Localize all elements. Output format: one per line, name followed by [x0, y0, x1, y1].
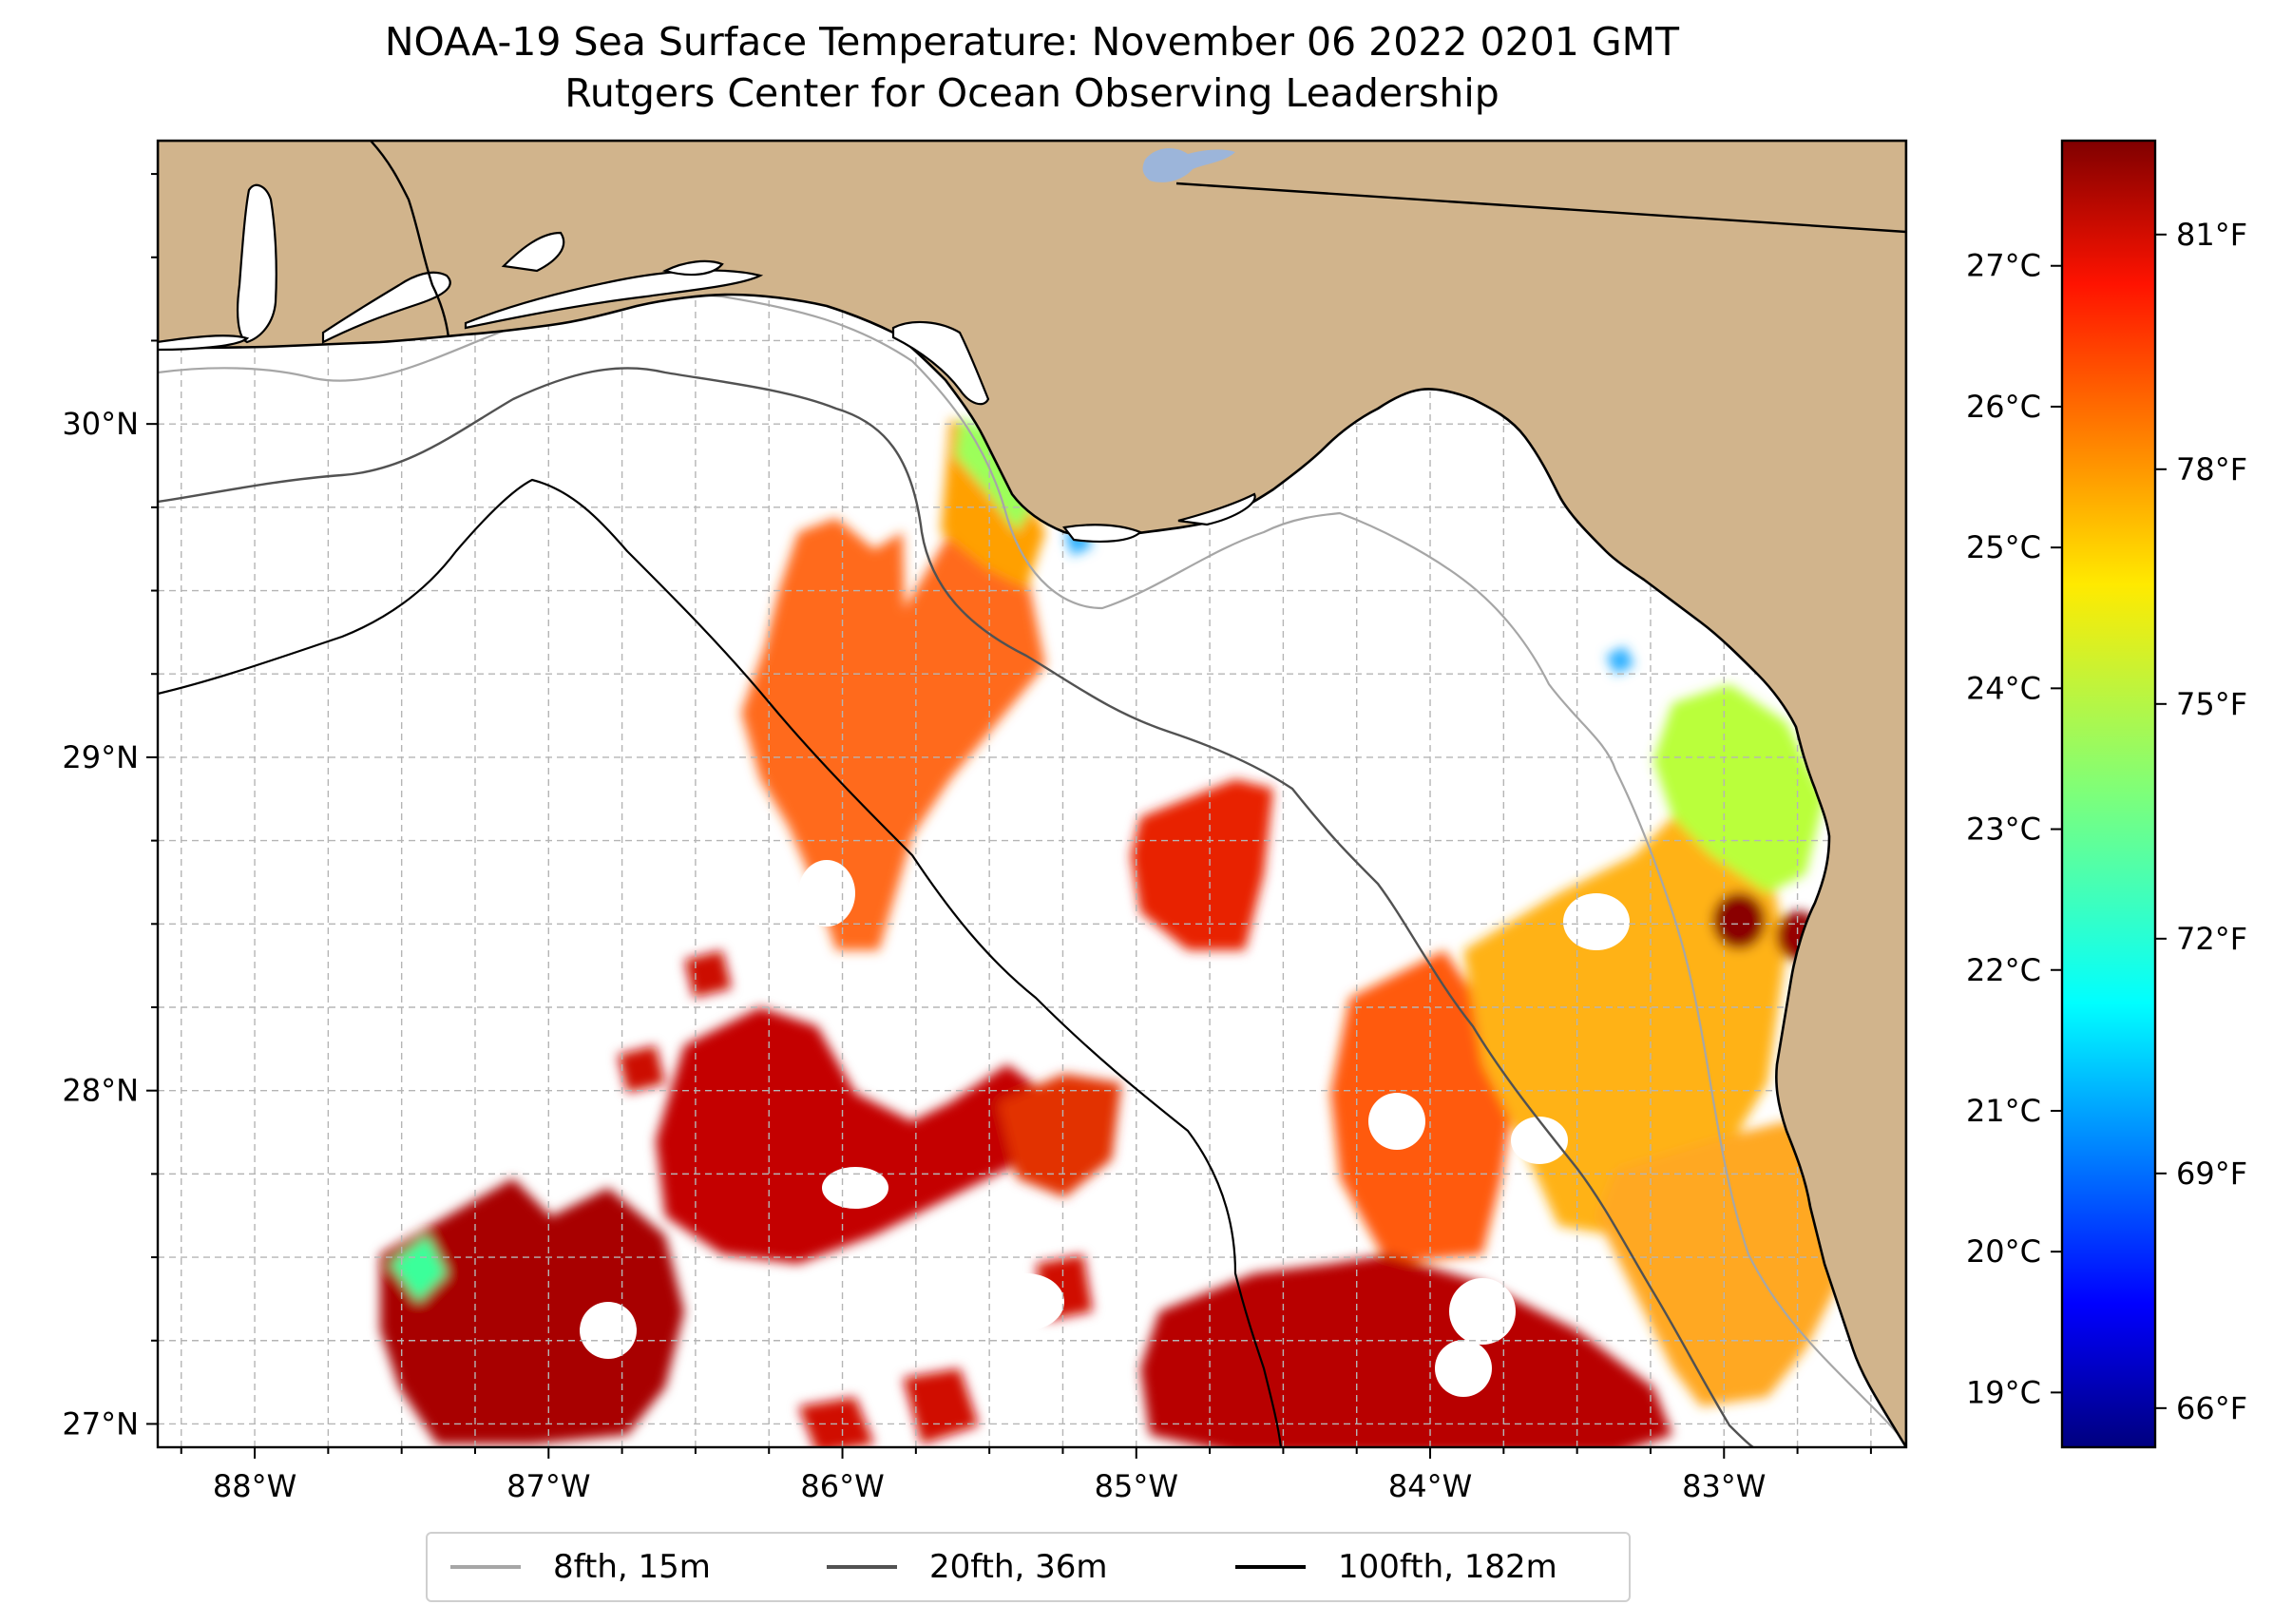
legend-swatch-8fth [450, 1565, 521, 1569]
legend-item-100fth: 100fth, 182m [1235, 1534, 1557, 1600]
isobath-20fth [158, 367, 1754, 1447]
colorbar-ticks [2051, 233, 2167, 1409]
lat-label: 28°N [62, 1073, 139, 1109]
legend-swatch-20fth [827, 1565, 897, 1569]
lon-label: 85°W [1095, 1468, 1178, 1504]
cbar-fahrenheit-label: 69°F [2176, 1156, 2247, 1192]
cbar-celsius-label: 23°C [1966, 812, 2041, 848]
legend-item-20fth: 20fth, 36m [827, 1534, 1108, 1600]
lon-label: 84°W [1388, 1468, 1472, 1504]
lat-label: 29°N [62, 739, 139, 775]
colorbar [2060, 139, 2157, 1449]
cbar-fahrenheit-label: 66°F [2176, 1390, 2247, 1426]
coastline-land [158, 141, 1906, 1447]
sst-cool-filament-west [390, 1235, 447, 1302]
sst-warm-eddy-north [1712, 892, 1766, 949]
isobath-legend: 8fth, 15m 20fth, 36m 100fth, 182m [426, 1532, 1631, 1602]
sst-patch-small-west [618, 950, 732, 1093]
figure-title: NOAA-19 Sea Surface Temperature: Novembe… [384, 19, 1680, 65]
state-border-west [370, 141, 450, 338]
sst-patch-de-soto-canyon [741, 494, 1045, 950]
cbar-celsius-label: 19°C [1966, 1374, 2041, 1410]
cbar-celsius-label: 21°C [1966, 1093, 2041, 1129]
cbar-celsius-label: 22°C [1966, 952, 2041, 988]
figure-subtitle: Rutgers Center for Ocean Observing Leade… [564, 70, 1499, 116]
cbar-fahrenheit-label: 72°F [2176, 921, 2247, 957]
legend-label-100fth: 100fth, 182m [1338, 1548, 1557, 1586]
cbar-celsius-label: 24°C [1966, 670, 2041, 706]
latitude-labels: 27°N 28°N 29°N 30°N [62, 406, 139, 1442]
legend-label-8fth: 8fth, 15m [553, 1548, 711, 1586]
cbar-celsius-label: 26°C [1966, 389, 2041, 425]
axis-ticks [146, 173, 1872, 1459]
sst-patch-offshore-central [656, 1007, 1045, 1264]
state-border [1175, 182, 1906, 234]
legend-label-20fth: 20fth, 36m [929, 1548, 1108, 1586]
lat-label: 27°N [62, 1405, 139, 1442]
lake [1142, 148, 1235, 182]
colorbar-fahrenheit-labels: 66°F 69°F 72°F 75°F 78°F 81°F [2176, 217, 2247, 1426]
legend-swatch-100fth [1235, 1565, 1306, 1569]
cbar-fahrenheit-label: 75°F [2176, 686, 2247, 722]
bays-and-sounds [158, 183, 1256, 544]
lon-label: 83°W [1682, 1468, 1766, 1504]
sst-patch-loop-east [1140, 1254, 1672, 1447]
sst-patch-loop-west [380, 1178, 684, 1444]
sst-patch-mid-shelf [1131, 779, 1273, 950]
colorbar-celsius-labels: 19°C 20°C 21°C 22°C 23°C 24°C 25°C 26°C 27°C [1966, 248, 2041, 1411]
legend-item-8fth: 8fth, 15m [450, 1534, 711, 1600]
lat-label: 30°N [62, 406, 139, 442]
cbar-celsius-label: 25°C [1966, 529, 2041, 565]
cloud-gaps [580, 860, 1824, 1397]
sst-patch-big-bend-offshore [1330, 950, 1520, 1264]
sst-patch-shelf-edge-south [998, 1074, 1121, 1197]
longitude-labels: 88°W 87°W 86°W 85°W 84°W 83°W [213, 1468, 1767, 1504]
isobath-100fth [158, 478, 1283, 1447]
cbar-fahrenheit-label: 81°F [2176, 217, 2247, 253]
lon-label: 86°W [800, 1468, 884, 1504]
cbar-celsius-label: 27°C [1966, 248, 2041, 284]
lon-label: 88°W [213, 1468, 296, 1504]
lon-label: 87°W [506, 1468, 590, 1504]
map-frame [156, 139, 1908, 1449]
cbar-celsius-label: 20°C [1966, 1233, 2041, 1270]
cbar-fahrenheit-label: 78°F [2176, 451, 2247, 487]
